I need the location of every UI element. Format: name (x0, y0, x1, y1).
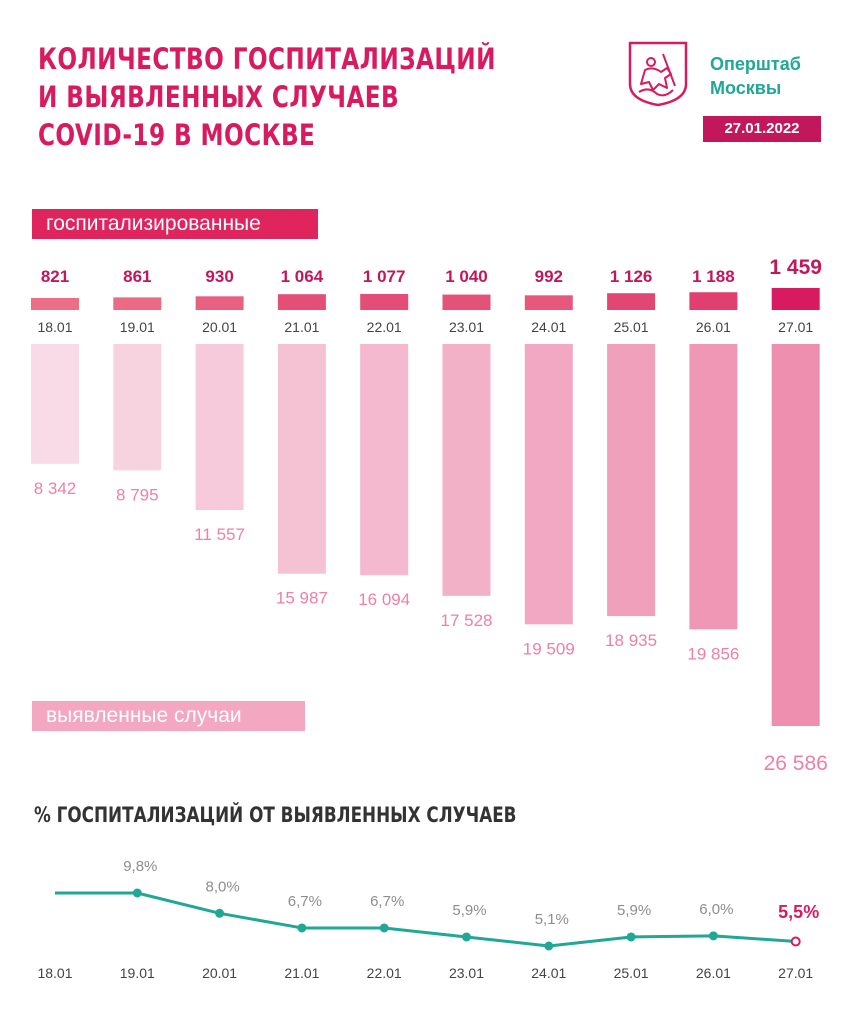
org-name: Оперштаб Москвы (710, 52, 801, 100)
chart-title: КОЛИЧЕСТВО ГОСПИТАЛИЗАЦИЙ И ВЫЯВЛЕННЫХ С… (38, 40, 496, 154)
cases-value-label: 18 935 (605, 631, 657, 650)
percent-date-label: 21.01 (284, 965, 319, 981)
percent-date-label: 25.01 (614, 965, 649, 981)
percent-point (132, 888, 142, 898)
percent-label: 6,7% (288, 893, 322, 910)
date-label: 22.01 (367, 319, 402, 335)
percent-date-label: 26.01 (696, 965, 731, 981)
cases-bar (113, 344, 162, 471)
cases-value-label: 11 557 (194, 525, 245, 544)
hospitalized-bar (607, 293, 656, 310)
hospitalized-value-label: 992 (535, 267, 563, 286)
percent-label: 9,8% (123, 858, 157, 875)
date-label: 21.01 (284, 319, 319, 335)
percent-label: 6,0% (699, 901, 733, 918)
hospitalized-value-label: 1 040 (445, 267, 488, 286)
org-line-1: Оперштаб (710, 54, 801, 74)
hospitalized-tag: госпитализированные (32, 209, 318, 239)
percent-label: 5,9% (617, 902, 651, 919)
percent-point (462, 932, 471, 942)
moscow-coat-of-arms-icon (628, 41, 688, 107)
hospitalized-value-label: 1 459 (769, 256, 822, 279)
percent-point (790, 936, 801, 947)
hospitalized-bar (113, 297, 162, 310)
cases-value-label: 8 795 (116, 485, 159, 504)
date-label: 27.01 (778, 319, 813, 335)
cases-value-label: 8 342 (34, 479, 77, 498)
hospitalized-bar (524, 295, 573, 310)
title-line-2: И ВЫЯВЛЕННЫХ СЛУЧАЕВ (38, 80, 400, 114)
date-label: 26.01 (696, 319, 731, 335)
hospitalized-bar (277, 294, 326, 310)
cases-bar (360, 344, 409, 576)
percent-point (708, 931, 718, 941)
date-label: 25.01 (614, 319, 649, 335)
hospitalized-value-label: 821 (41, 267, 69, 286)
percent-date-label: 27.01 (778, 965, 813, 981)
hospitalized-bar (442, 294, 491, 310)
cases-tag: выявленные случаи (32, 701, 305, 731)
cases-bar (607, 344, 656, 617)
percent-label: 6,7% (370, 893, 404, 910)
hospitalized-bar (689, 292, 738, 310)
percent-line (55, 891, 796, 948)
hospitalized-value-label: 861 (123, 267, 151, 286)
date-label: 24.01 (531, 319, 566, 335)
percent-point (626, 932, 636, 942)
percent-point (297, 923, 307, 933)
title-line-3: COVID-19 В МОСКВЕ (38, 118, 316, 152)
hospitalized-value-label: 1 064 (281, 267, 324, 286)
cases-bar (689, 344, 738, 630)
cases-bar (524, 344, 573, 625)
percent-date-label: 22.01 (367, 965, 402, 981)
percent-label: 8,0% (205, 878, 239, 895)
percent-label: 5,1% (535, 911, 569, 928)
percent-date-label: 19.01 (120, 965, 155, 981)
hospitalized-bar (771, 288, 820, 310)
cases-value-label: 26 586 (764, 752, 828, 775)
hospitalized-value-label: 1 126 (610, 267, 653, 286)
date-label: 23.01 (449, 319, 484, 335)
cases-value-label: 17 528 (441, 611, 493, 630)
cases-value-label: 19 509 (523, 639, 575, 658)
date-badge: 27.01.2022 (703, 116, 821, 142)
org-line-2: Москвы (710, 78, 782, 98)
hospitalized-bar (31, 298, 79, 310)
cases-value-label: 16 094 (358, 590, 410, 609)
percent-date-label: 24.01 (531, 965, 566, 981)
percent-point (379, 923, 389, 933)
percent-date-label: 20.01 (202, 965, 237, 981)
percent-label: 5,5% (778, 902, 819, 922)
cases-bar (31, 344, 79, 464)
hospitalized-value-label: 930 (205, 267, 233, 286)
hospitalized-value-label: 1 077 (363, 267, 406, 286)
percent-date-label: 18.01 (37, 965, 72, 981)
cases-bar (442, 344, 491, 596)
date-label: 20.01 (202, 319, 237, 335)
hospitalized-bar (195, 296, 244, 310)
hospitalized-value-label: 1 188 (692, 267, 735, 286)
cases-value-label: 15 987 (276, 589, 328, 608)
percent-date-label: 23.01 (449, 965, 484, 981)
percent-section-title: % ГОСПИТАЛИЗАЦИЙ ОТ ВЫЯВЛЕННЫХ СЛУЧАЕВ (34, 803, 517, 827)
cases-value-label: 19 856 (687, 644, 739, 663)
cases-bar (277, 344, 326, 574)
date-label: 19.01 (120, 319, 155, 335)
percent-point (544, 941, 554, 951)
title-line-1: КОЛИЧЕСТВО ГОСПИТАЛИЗАЦИЙ (38, 42, 496, 76)
cases-bar (195, 344, 244, 511)
hospitalized-bar (360, 293, 409, 310)
percent-point (215, 908, 225, 918)
percent-label: 5,9% (452, 902, 486, 919)
cases-bar (771, 344, 820, 726)
date-label: 18.01 (37, 319, 72, 335)
